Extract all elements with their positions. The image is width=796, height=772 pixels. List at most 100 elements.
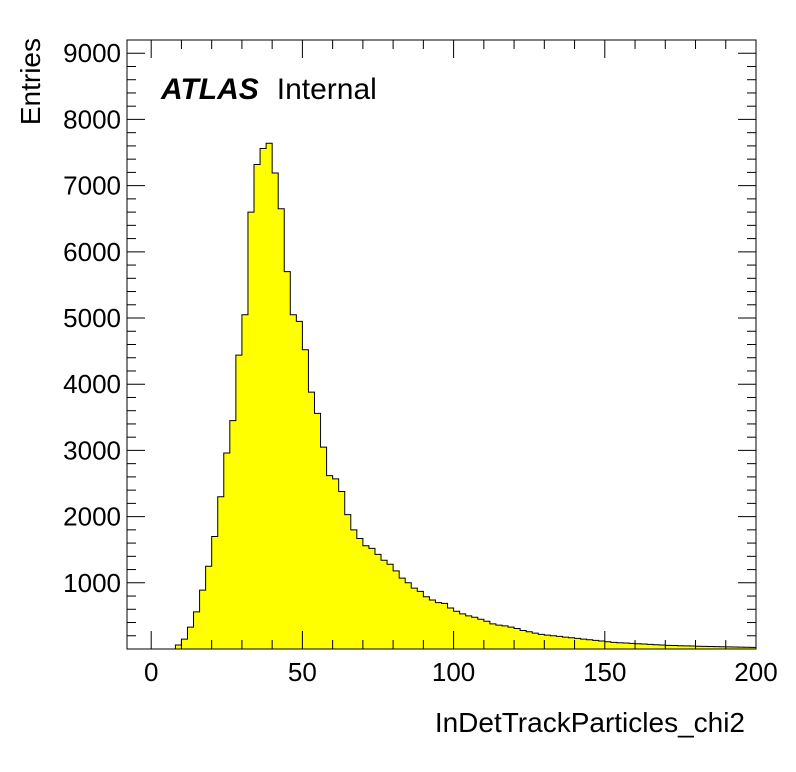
- histogram-bin: [405, 583, 411, 649]
- y-tick-label: 7000: [63, 171, 121, 201]
- histogram-bin: [248, 212, 254, 649]
- histogram-bin: [224, 453, 230, 649]
- histogram-bin: [230, 421, 236, 649]
- histogram-bin: [587, 640, 593, 649]
- histogram-bin: [314, 413, 320, 649]
- atlas-label-bold: ATLAS: [160, 73, 259, 106]
- histogram-bin: [623, 643, 629, 649]
- histogram-bin: [435, 603, 441, 649]
- histogram-bin: [296, 321, 302, 649]
- x-tick-labels: 0 50 100 150 200: [144, 657, 778, 687]
- histogram-bin: [423, 597, 429, 649]
- y-tick-label: 5000: [63, 303, 121, 333]
- histogram-bin: [266, 143, 272, 649]
- histogram-bin: [236, 355, 242, 649]
- y-tick-label: 4000: [63, 369, 121, 399]
- histogram-bin: [363, 546, 369, 649]
- histogram-bin: [508, 627, 514, 649]
- histogram-bin: [242, 315, 248, 649]
- histogram-bin: [187, 627, 193, 649]
- histogram-bin: [284, 272, 290, 649]
- histogram-bin: [327, 476, 333, 649]
- histogram-bin: [593, 640, 599, 649]
- histogram-bin: [387, 564, 393, 649]
- histogram-fill: [151, 143, 756, 650]
- histogram-bin: [369, 548, 375, 649]
- histogram-bin: [393, 571, 399, 649]
- histogram-bin: [562, 637, 568, 649]
- y-tick-label: 1000: [63, 568, 121, 598]
- y-tick-label: 9000: [63, 38, 121, 68]
- x-tick-label: 200: [734, 657, 777, 687]
- histogram-bin: [442, 603, 448, 649]
- histogram-bin: [653, 645, 659, 649]
- histogram-bin: [532, 633, 538, 649]
- histogram-bin: [175, 645, 181, 649]
- histogram-bin: [351, 530, 357, 649]
- histogram-bin: [321, 447, 327, 649]
- axis-ticks: [127, 39, 757, 649]
- histogram-bin: [635, 644, 641, 649]
- histogram-bin: [460, 614, 466, 649]
- y-tick-label: 8000: [63, 104, 121, 134]
- atlas-label: ATLAS Internal: [160, 73, 377, 106]
- histogram-bin: [417, 591, 423, 649]
- histogram-bin: [659, 645, 665, 649]
- histogram-bin: [617, 643, 623, 649]
- histogram-bin: [581, 639, 587, 649]
- histogram-bin: [478, 619, 484, 649]
- atlas-label-internal: Internal: [277, 73, 377, 106]
- histogram-bin: [454, 611, 460, 649]
- histogram-bin: [647, 644, 653, 649]
- histogram-bin: [496, 625, 502, 649]
- histogram-bin: [520, 630, 526, 649]
- histogram-bin: [308, 392, 314, 649]
- histogram-bin: [484, 621, 490, 649]
- y-tick-label: 2000: [63, 502, 121, 532]
- histogram-bin: [399, 578, 405, 649]
- histogram-bin: [665, 645, 671, 649]
- histogram-bin: [514, 628, 520, 649]
- histogram-bin: [357, 538, 363, 649]
- x-tick-label: 50: [288, 657, 317, 687]
- histogram-bin: [641, 644, 647, 649]
- x-axis-label: InDetTrackParticles_chi2: [435, 707, 745, 738]
- histogram-bin: [411, 588, 417, 649]
- histogram-bin: [502, 626, 508, 649]
- histogram-bin: [302, 350, 308, 649]
- y-axis-label: Entries: [15, 38, 46, 125]
- y-tick-label: 3000: [63, 435, 121, 465]
- histogram-bars: [151, 142, 757, 650]
- histogram-bin: [629, 643, 635, 649]
- histogram-bin: [556, 636, 562, 649]
- histogram-bin: [212, 536, 218, 649]
- histogram-bin: [569, 638, 575, 649]
- histogram-bin: [671, 646, 677, 649]
- histogram-bin: [538, 634, 544, 649]
- histogram-bin: [575, 638, 581, 649]
- histogram-bin: [181, 639, 187, 649]
- histogram-bin: [472, 617, 478, 649]
- histogram-bin: [200, 590, 206, 649]
- histogram-bin: [544, 635, 550, 649]
- histogram-bin: [345, 515, 351, 649]
- x-tick-label: 0: [144, 657, 158, 687]
- histogram-bin: [333, 479, 339, 649]
- histogram-bin: [278, 209, 284, 649]
- histogram-bin: [206, 566, 212, 649]
- x-tick-label: 100: [432, 657, 475, 687]
- x-tick-label: 150: [583, 657, 626, 687]
- histogram-bin: [490, 624, 496, 649]
- y-tick-label: 6000: [63, 237, 121, 267]
- histogram-bin: [381, 560, 387, 649]
- histogram-bin: [218, 497, 224, 649]
- histogram-bin: [550, 636, 556, 649]
- histogram-bin: [448, 608, 454, 649]
- histogram-bin: [526, 632, 532, 649]
- histogram-bin: [290, 315, 296, 649]
- histogram-bin: [254, 164, 260, 649]
- histogram-bin: [260, 149, 266, 649]
- histogram-bin: [429, 600, 435, 649]
- histogram-bin: [466, 616, 472, 649]
